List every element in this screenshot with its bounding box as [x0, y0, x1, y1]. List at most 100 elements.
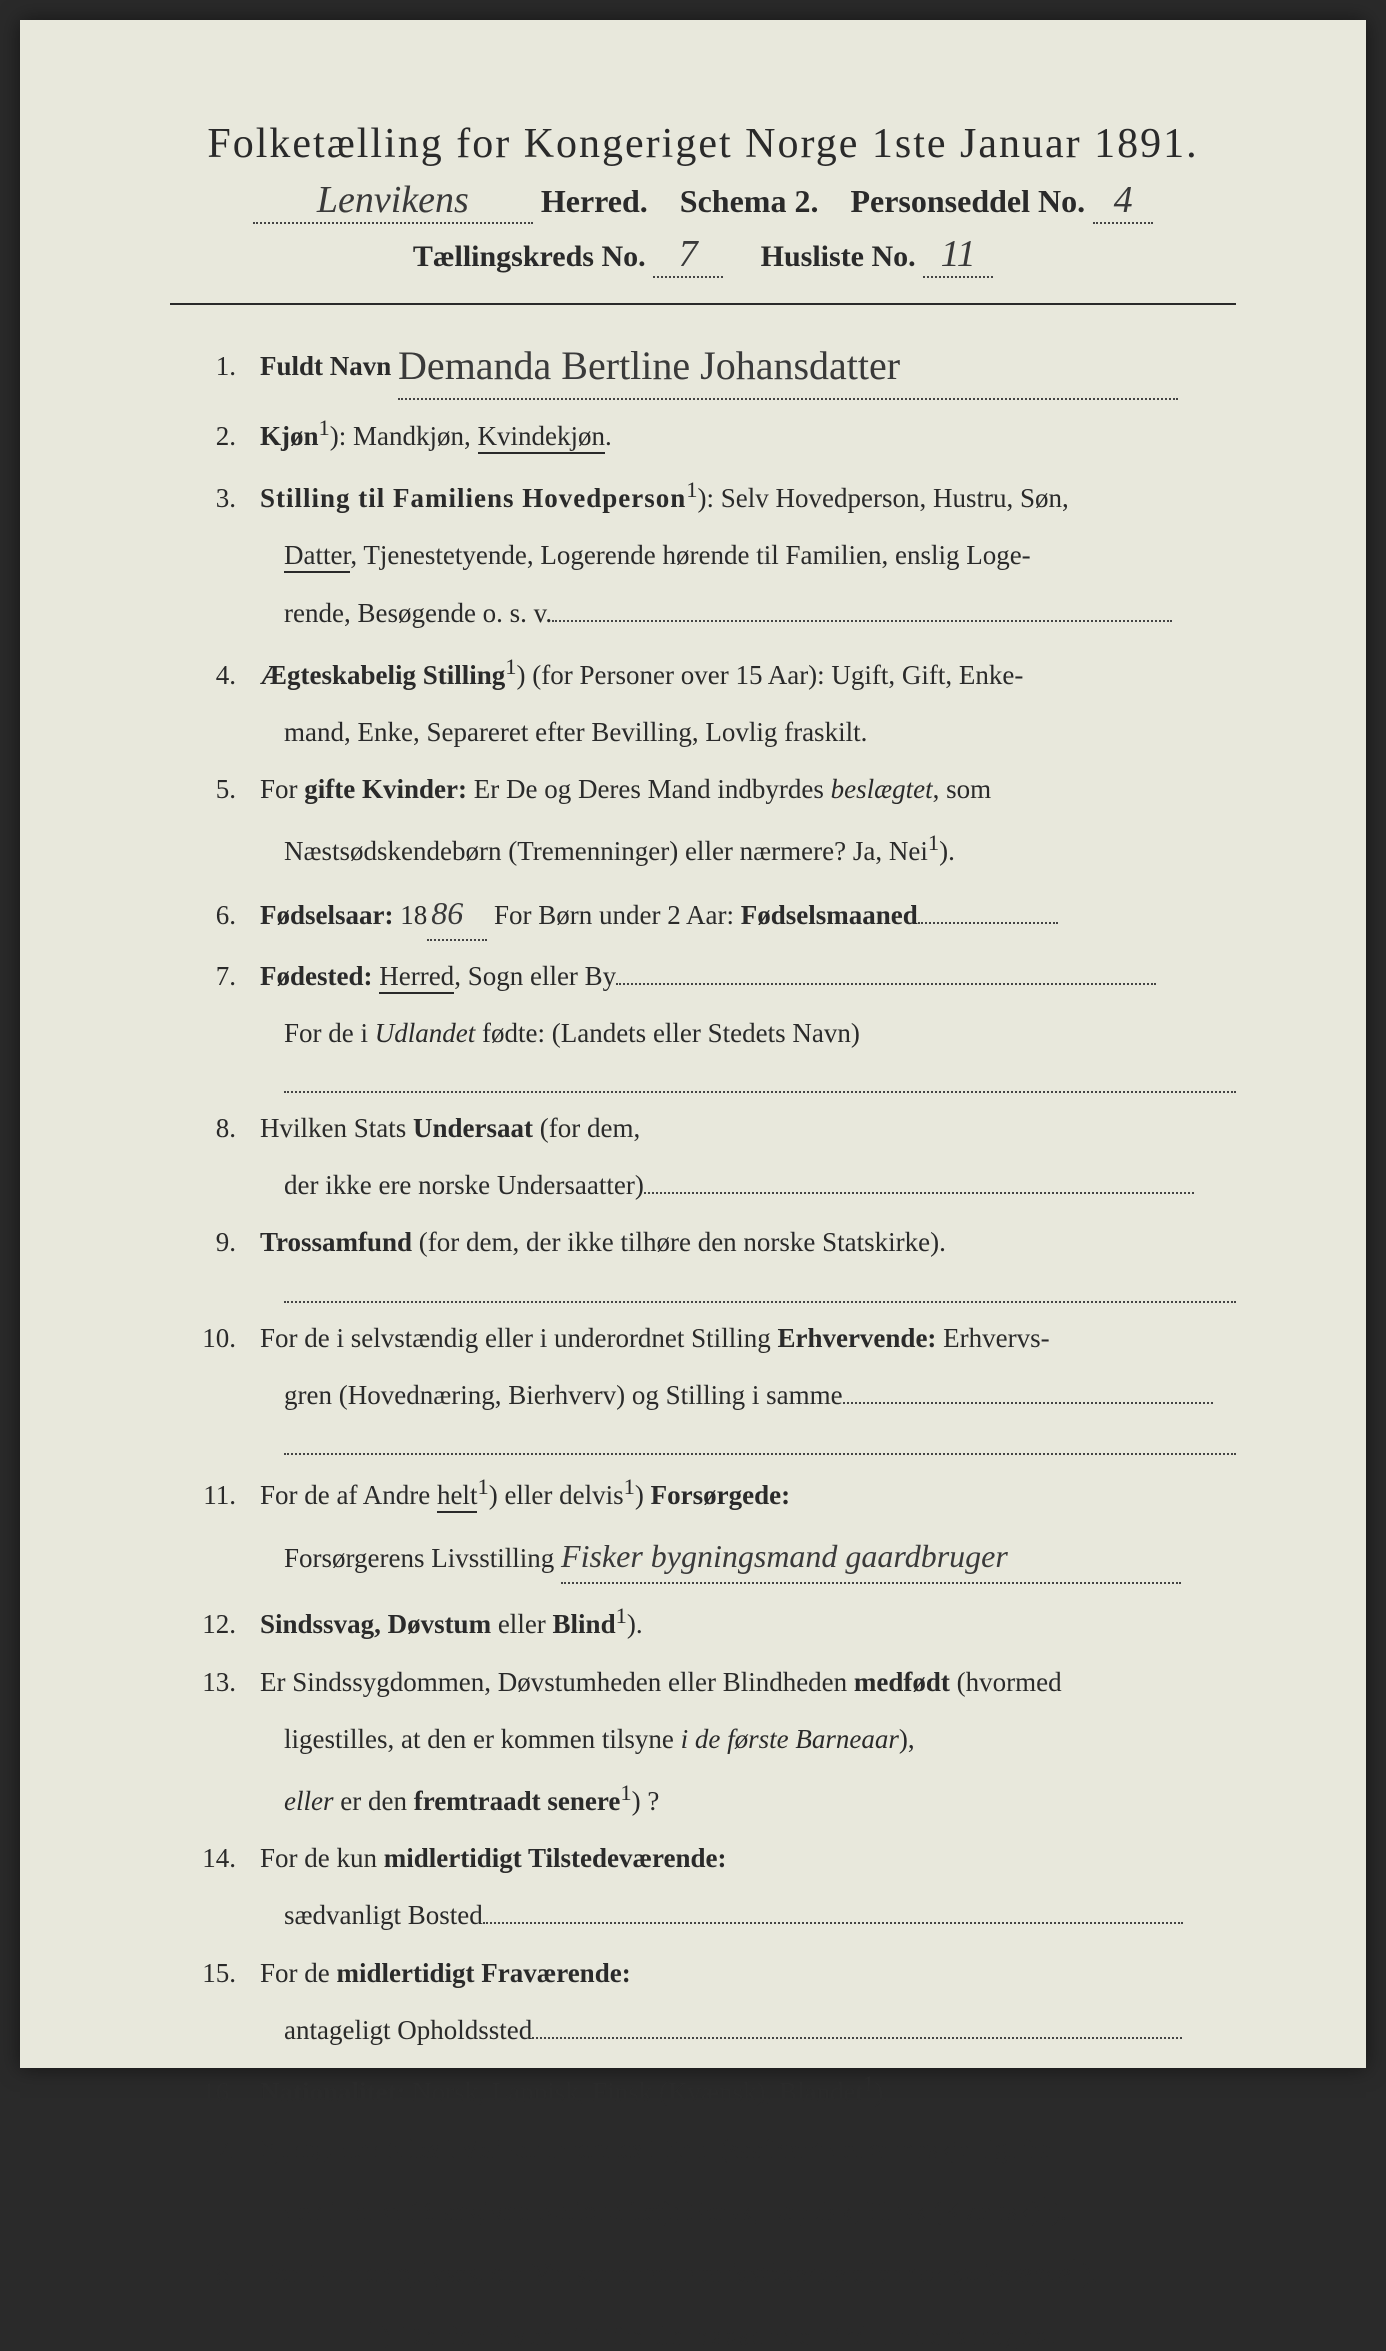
q17-line2: den i Rubr. 16 angivne Nationalitet): No…: [190, 2185, 1236, 2233]
q15: 15. For de midlertidigt Fraværende:: [190, 1952, 1236, 1995]
q11-text4: Forsørgerens Livsstilling: [284, 1543, 554, 1573]
q3-line3: rende, Besøgende o. s. v.: [190, 592, 1236, 635]
q1-label: Fuldt Navn: [260, 351, 391, 381]
q5: 5. For gifte Kvinder: Er De og Deres Man…: [190, 768, 1236, 811]
q16-tail: ).: [874, 2077, 890, 2107]
q10-line2: gren (Hovednæring, Bierhverv) og Stillin…: [190, 1374, 1236, 1417]
divider: [170, 303, 1236, 305]
q1-value: Demanda Bertline Johansdatter: [398, 334, 1178, 400]
q7-under: Herred: [379, 961, 454, 994]
q8-dots: [644, 1192, 1194, 1194]
q15-dots: [532, 2037, 1182, 2039]
q7: 7. Fødested: Herred, Sogn eller By: [190, 955, 1236, 998]
page-title: Folketælling for Kongeriget Norge 1ste J…: [170, 120, 1236, 168]
q8-text3: der ikke ere norske Undersaatter): [284, 1170, 644, 1200]
q13-line2: ligestilles, at den er kommen tilsyne i …: [190, 1718, 1236, 1761]
q5-text1: For: [260, 774, 304, 804]
q13-text1: Er Sindssygdommen, Døvstumheden eller Bl…: [260, 1667, 854, 1697]
q2: 2. Kjøn1): Mandkjøn, Kvindekjøn.: [190, 410, 1236, 458]
footnote: 1) De for hvert Tilfælde passende Ord un…: [190, 2316, 1236, 2351]
q13-tail: ) ?: [632, 1786, 660, 1816]
q11: 11. For de af Andre helt1) eller delvis1…: [190, 1469, 1236, 1517]
q6-bold2: Fødselsmaaned: [741, 900, 918, 930]
q4: 4. Ægteskabelig Stilling1) (for Personer…: [190, 649, 1236, 697]
q1-num: 1.: [190, 345, 260, 388]
q3-under: Datter: [284, 540, 350, 573]
q11-text2: ) eller delvis: [489, 1480, 624, 1510]
q15-text2: antageligt Opholdssted: [284, 2015, 532, 2045]
q10-text1: For de i selvstændig eller i underordnet…: [260, 1323, 777, 1353]
q3: 3. Stilling til Familiens Hovedperson1):…: [190, 472, 1236, 520]
q5-ital1: beslægtet: [831, 774, 933, 804]
q14-line2: sædvanligt Bosted: [190, 1894, 1236, 1937]
q18-sup: 1: [1071, 2252, 1082, 2277]
q10-dots1: [843, 1402, 1213, 1404]
q14-bold1: midlertidigt Tilstedeværende:: [384, 1843, 727, 1873]
q18-bold1: Lapper: [304, 2258, 390, 2288]
q14-dots: [483, 1922, 1183, 1924]
q12-tail: ).: [627, 1609, 643, 1639]
q7-num: 7.: [190, 955, 260, 998]
q5-bold1: gifte Kvinder:: [304, 774, 467, 804]
q5-text2: Er De og Deres Mand indbyrdes: [467, 774, 831, 804]
q11-under1: helt: [437, 1480, 478, 1513]
q2-num: 2.: [190, 415, 260, 458]
q11-text3: ): [635, 1480, 651, 1510]
q10-text3: gren (Hovednæring, Bierhverv) og Stillin…: [284, 1380, 843, 1410]
q4-num: 4.: [190, 654, 260, 697]
q15-bold1: midlertidigt Fraværende:: [337, 1958, 631, 1988]
schema-label: Schema 2.: [680, 183, 819, 219]
q7-dots2: [284, 1069, 1236, 1093]
q6-text2: For Børn under 2 Aar:: [487, 900, 740, 930]
q14-text2: sædvanligt Bosted: [284, 1900, 483, 1930]
personseddel-label: Personseddel No.: [850, 183, 1085, 219]
q8-line2: der ikke ere norske Undersaatter): [190, 1164, 1236, 1207]
q7-text2: For de i: [284, 1018, 375, 1048]
q11-sup2: 1: [624, 1474, 635, 1499]
q11-sup1: 1: [477, 1474, 488, 1499]
q11-num: 11.: [190, 1474, 260, 1517]
q13-ital2: eller: [284, 1786, 333, 1816]
q14-text1: For de kun: [260, 1843, 384, 1873]
q8-text1: Hvilken Stats: [260, 1113, 413, 1143]
q7-line2: For de i Udlandet fødte: (Landets eller …: [190, 1012, 1236, 1055]
q18-ital2: nomadiserende: [907, 2258, 1071, 2288]
q10-text2: Erhvervs-: [936, 1323, 1049, 1353]
q17-text2: den i Rubr. 16 angivne Nationalitet): No…: [284, 2196, 1040, 2226]
q16-under: Norsk: [412, 2077, 478, 2110]
q4-line2: mand, Enke, Separeret efter Bevilling, L…: [190, 711, 1236, 754]
q18-ital1: fastboende: [728, 2258, 845, 2288]
q11-text1: For de af Andre: [260, 1480, 437, 1510]
q5-tail: ).: [939, 836, 955, 866]
footnote-sup: 1: [368, 2316, 382, 2340]
q13-num: 13.: [190, 1661, 260, 1704]
q3-text2: , Tjenestetyende, Logerende hørende til …: [350, 540, 1030, 570]
q8: 8. Hvilken Stats Undersaat (for dem,: [190, 1107, 1236, 1150]
q5-line2: Næstsødskendebørn (Tremenninger) eller n…: [190, 825, 1236, 873]
q2-text: ): Mandkjøn,: [330, 421, 478, 451]
q14: 14. For de kun midlertidigt Tilstedevære…: [190, 1837, 1236, 1880]
q12-bold1: Sindssvag, Døvstum: [260, 1609, 491, 1639]
q18-tail: ).: [1082, 2258, 1098, 2288]
q13-text4: ),: [899, 1724, 915, 1754]
header-line-3: Tællingskreds No. 7 Husliste No. 11: [170, 232, 1236, 278]
q4-text1: ) (for Personer over 15 Aar): Ugift, Gif…: [517, 660, 1024, 690]
q10: 10. For de i selvstændig eller i underor…: [190, 1317, 1236, 1360]
q9: 9. Trossamfund (for dem, der ikke tilhør…: [190, 1221, 1236, 1264]
q8-bold1: Undersaat: [413, 1113, 533, 1143]
q13-text2: (hvormed: [950, 1667, 1062, 1697]
q3-line2: Datter, Tjenestetyende, Logerende hørend…: [190, 534, 1236, 577]
q12-bold2: Blind: [553, 1609, 616, 1639]
q1: 1. Fuldt Navn Demanda Bertline Johansdat…: [190, 330, 1236, 396]
q8-num: 8.: [190, 1107, 260, 1150]
q18-text2: oplyses, om Vedkommende er: [390, 2258, 728, 2288]
personseddel-no: 4: [1093, 178, 1153, 224]
q2-label: Kjøn: [260, 421, 319, 451]
q3-sup: 1: [686, 477, 697, 502]
q5-sup: 1: [928, 830, 939, 855]
q11-hand: Fisker bygningsmand gaardbruger: [561, 1531, 1181, 1584]
q6-prefix: 18: [393, 900, 427, 930]
q17: 17. Sprog, der tales i Vedkommendes Hjem…: [190, 2128, 1236, 2171]
q3-bold1: Stilling til Familiens Hovedperson: [260, 483, 686, 513]
husliste-label: Husliste No.: [761, 240, 916, 273]
